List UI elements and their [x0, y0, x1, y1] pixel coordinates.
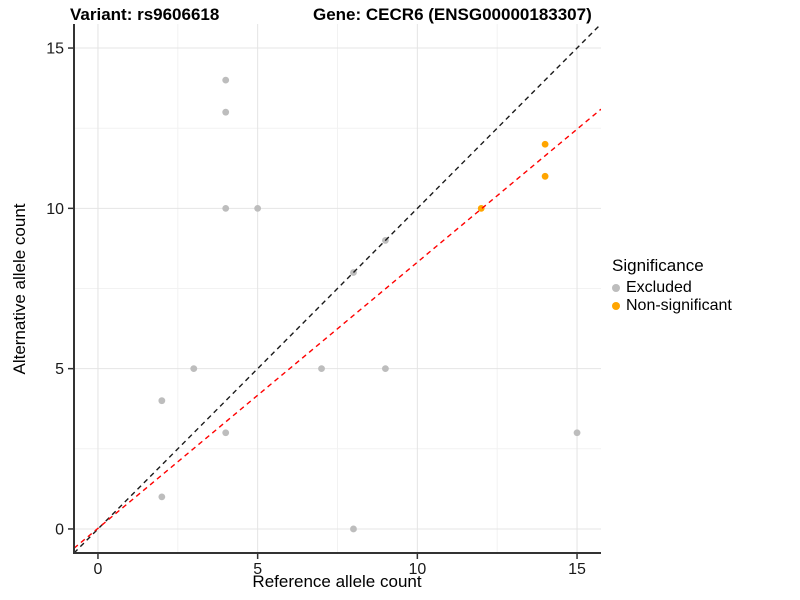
y-tick-label: 0 — [55, 521, 64, 538]
data-point-excluded — [222, 76, 230, 84]
data-point-excluded — [158, 493, 166, 501]
x-tick-label: 15 — [568, 561, 586, 578]
non-significant-point-icon — [612, 302, 620, 310]
y-tick-label: 15 — [46, 41, 64, 58]
legend-label-non-significant: Non-significant — [626, 297, 732, 314]
plot-title-gene: Gene: CECR6 (ENSG00000183307) — [313, 5, 592, 24]
data-point-excluded — [222, 108, 230, 116]
data-point-excluded — [190, 365, 198, 373]
x-tick-label: 0 — [94, 561, 103, 578]
data-point-excluded — [573, 429, 581, 437]
data-point-non-significant — [477, 204, 485, 212]
data-point-non-significant — [541, 140, 549, 148]
y-tick-label: 10 — [46, 201, 64, 218]
fit-line — [74, 108, 601, 549]
plot-title-variant: Variant: rs9606618 — [70, 5, 220, 24]
y-axis-label: Alternative allele count — [10, 203, 29, 375]
data-point-excluded — [222, 429, 230, 437]
legend-label-excluded: Excluded — [626, 279, 692, 296]
data-point-excluded — [382, 365, 389, 373]
data-point-excluded — [158, 397, 166, 405]
excluded-point-icon — [612, 284, 620, 292]
identity-line — [74, 24, 601, 553]
data-point-excluded — [254, 204, 262, 212]
data-point-excluded — [350, 525, 357, 533]
y-tick-label: 5 — [55, 361, 64, 378]
data-point-excluded — [222, 204, 230, 212]
data-point-non-significant — [541, 172, 549, 180]
x-axis-label: Reference allele count — [252, 572, 422, 591]
data-point-excluded — [318, 365, 325, 373]
legend-item-excluded: Excluded — [612, 279, 732, 297]
legend-item-non-significant: Non-significant — [612, 297, 732, 315]
legend: Significance Excluded Non-significant — [612, 256, 732, 315]
legend-title: Significance — [612, 256, 704, 275]
x-tick-label: 5 — [253, 561, 262, 578]
x-tick-label: 10 — [408, 561, 426, 578]
